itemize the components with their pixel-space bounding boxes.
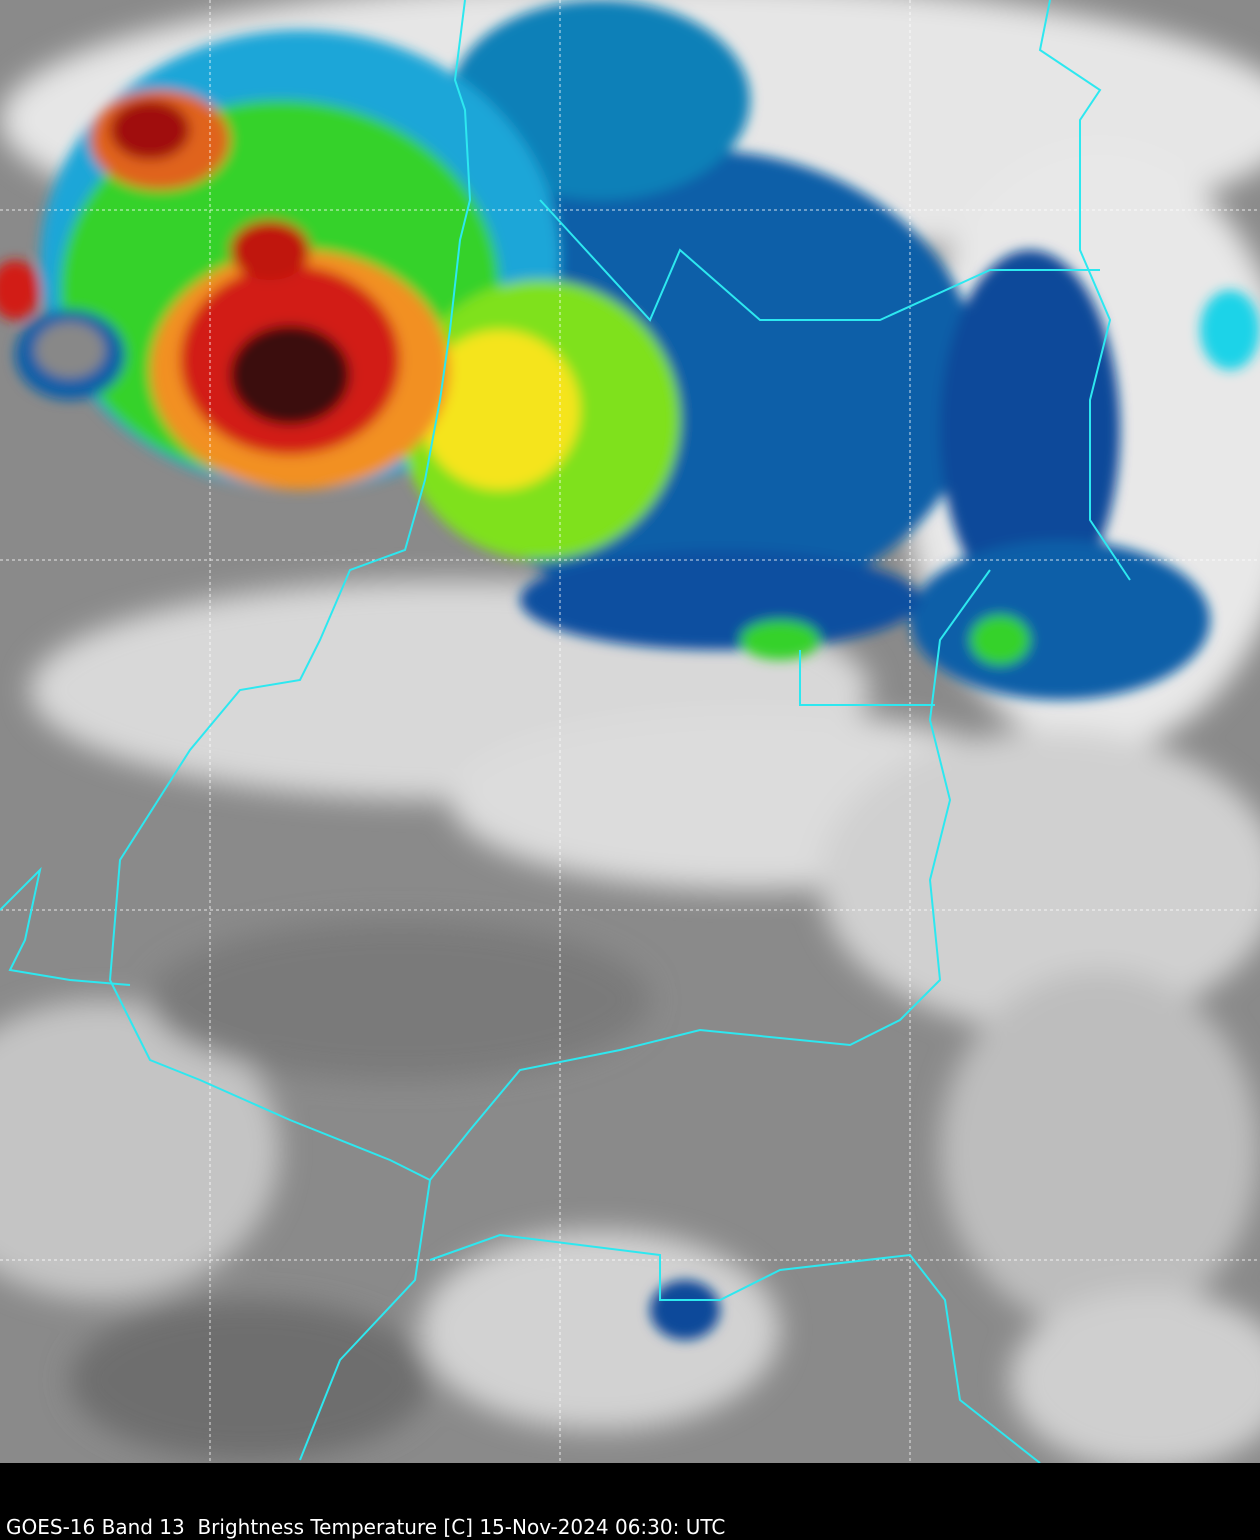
caption: GOES-16 Band 13 Brightness Temperature [… [6, 1515, 726, 1539]
grid [0, 0, 1260, 1463]
borders [0, 0, 1131, 1463]
satellite-image [0, 0, 1260, 1463]
